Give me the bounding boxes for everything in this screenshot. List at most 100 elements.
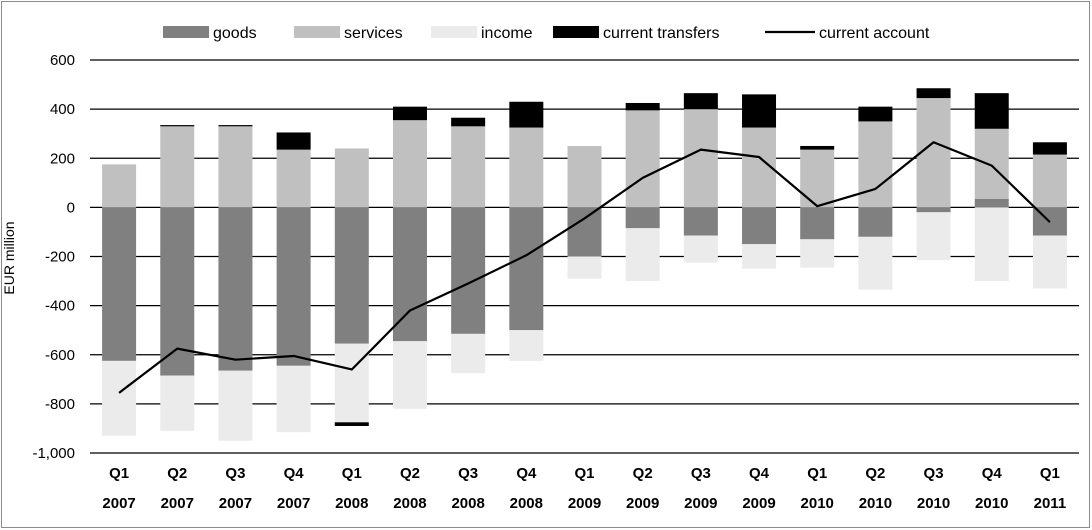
x-tick-label: Q3 xyxy=(458,465,478,482)
y-tick-label: -200 xyxy=(45,249,75,266)
y-tick-label: 0 xyxy=(67,199,75,216)
bar-services xyxy=(451,126,486,208)
x-tick-label: Q1 xyxy=(807,465,827,482)
bar-current-transfers xyxy=(742,94,777,128)
bar-services xyxy=(392,120,427,208)
bar-current-transfers xyxy=(160,125,195,127)
bar-current-transfers xyxy=(858,106,893,122)
bar-goods xyxy=(625,207,660,229)
bar-income xyxy=(334,343,369,423)
x-tick-label: 2010 xyxy=(801,495,834,512)
bar-current-transfers xyxy=(800,145,835,150)
bar-income xyxy=(683,235,718,263)
x-tick-label: Q2 xyxy=(167,465,187,482)
bar-current-transfers xyxy=(509,101,544,128)
legend: goods services income current transfers curr… xyxy=(163,25,930,42)
legend-label: goods xyxy=(213,25,257,42)
x-tick-label: Q1 xyxy=(1040,465,1060,482)
bar-services xyxy=(858,121,893,208)
x-tick-label: Q4 xyxy=(982,465,1003,482)
bar-income xyxy=(800,239,835,268)
bar-services xyxy=(683,109,718,208)
bar-income xyxy=(392,341,427,409)
bar-services xyxy=(102,164,137,208)
bar-services xyxy=(800,149,835,208)
bar-services xyxy=(567,145,602,208)
legend-swatch xyxy=(163,26,209,38)
y-tick-label: -800 xyxy=(45,396,75,413)
x-tick-label: 2007 xyxy=(161,495,194,512)
y-axis-label: EUR million xyxy=(1,221,17,294)
bar-current-transfers xyxy=(974,93,1009,129)
line-current-account xyxy=(118,141,1051,394)
bar-goods xyxy=(742,207,777,245)
y-tick-label: -400 xyxy=(45,298,75,315)
bar-current-transfers xyxy=(392,106,427,121)
y-tick-label: -1,000 xyxy=(32,445,75,462)
bar-goods xyxy=(102,207,137,361)
y-tick-label: 600 xyxy=(50,52,75,69)
bar-services xyxy=(1032,154,1067,208)
bar-goods xyxy=(451,207,486,334)
bar-goods xyxy=(916,207,951,213)
bar-current-transfers xyxy=(451,117,486,127)
x-tick-label: 2010 xyxy=(917,495,950,512)
x-tick-label: 2008 xyxy=(335,495,368,512)
bar-goods xyxy=(218,207,253,371)
x-tick-label: Q4 xyxy=(284,465,305,482)
bar-income xyxy=(276,365,311,433)
bar-services xyxy=(625,110,660,208)
legend-label: income xyxy=(481,25,533,42)
x-tick-label: Q1 xyxy=(574,465,594,482)
bar-current-transfers xyxy=(625,102,660,111)
legend-label: current account xyxy=(819,25,930,42)
bar-income xyxy=(625,228,660,282)
x-tick-label: 2011 xyxy=(1034,495,1067,512)
bar-income xyxy=(916,212,951,261)
x-tick-label: 2008 xyxy=(451,495,484,512)
bar-income xyxy=(1032,235,1067,289)
bar-goods xyxy=(509,207,544,331)
bar-services xyxy=(509,127,544,208)
bar-income xyxy=(451,333,486,374)
bar-goods xyxy=(800,207,835,240)
bar-income xyxy=(858,236,893,290)
x-tick-label: 2009 xyxy=(626,495,659,512)
x-tick-label: Q2 xyxy=(400,465,420,482)
x-tick-label: Q2 xyxy=(865,465,885,482)
x-tick-label: 2009 xyxy=(742,495,775,512)
bar-goods xyxy=(334,207,369,344)
bars xyxy=(102,88,1067,441)
x-tick-label: 2010 xyxy=(975,495,1008,512)
x-tick-label: 2009 xyxy=(684,495,717,512)
bar-current-transfers xyxy=(218,125,253,127)
bar-income xyxy=(102,360,137,436)
bar-current-transfers xyxy=(276,132,311,150)
bar-income xyxy=(567,256,602,279)
x-tick-label: 2010 xyxy=(859,495,892,512)
bar-services xyxy=(974,128,1009,199)
x-tick-label: Q1 xyxy=(109,465,129,482)
bar-income xyxy=(974,207,1009,282)
x-tick-label: 2008 xyxy=(510,495,543,512)
x-tick-label: Q1 xyxy=(342,465,362,482)
bar-services xyxy=(276,149,311,208)
bar-current-transfers xyxy=(1032,142,1067,155)
legend-label: current transfers xyxy=(603,25,719,42)
legend-swatch xyxy=(294,26,340,38)
bar-income xyxy=(742,244,777,269)
y-axis: 600 400 200 0 -200 -400 -600 -800 -1,000 xyxy=(32,52,75,462)
bar-goods xyxy=(858,207,893,237)
x-tick-label: Q4 xyxy=(516,465,537,482)
bar-goods xyxy=(683,207,718,236)
bar-services xyxy=(218,126,253,208)
bar-goods xyxy=(392,207,427,342)
x-tick-label: Q3 xyxy=(924,465,944,482)
x-tick-label: 2007 xyxy=(219,495,252,512)
x-tick-label: 2008 xyxy=(393,495,426,512)
x-tick-label: Q3 xyxy=(225,465,245,482)
x-tick-label: Q4 xyxy=(749,465,770,482)
bar-services xyxy=(160,126,195,208)
